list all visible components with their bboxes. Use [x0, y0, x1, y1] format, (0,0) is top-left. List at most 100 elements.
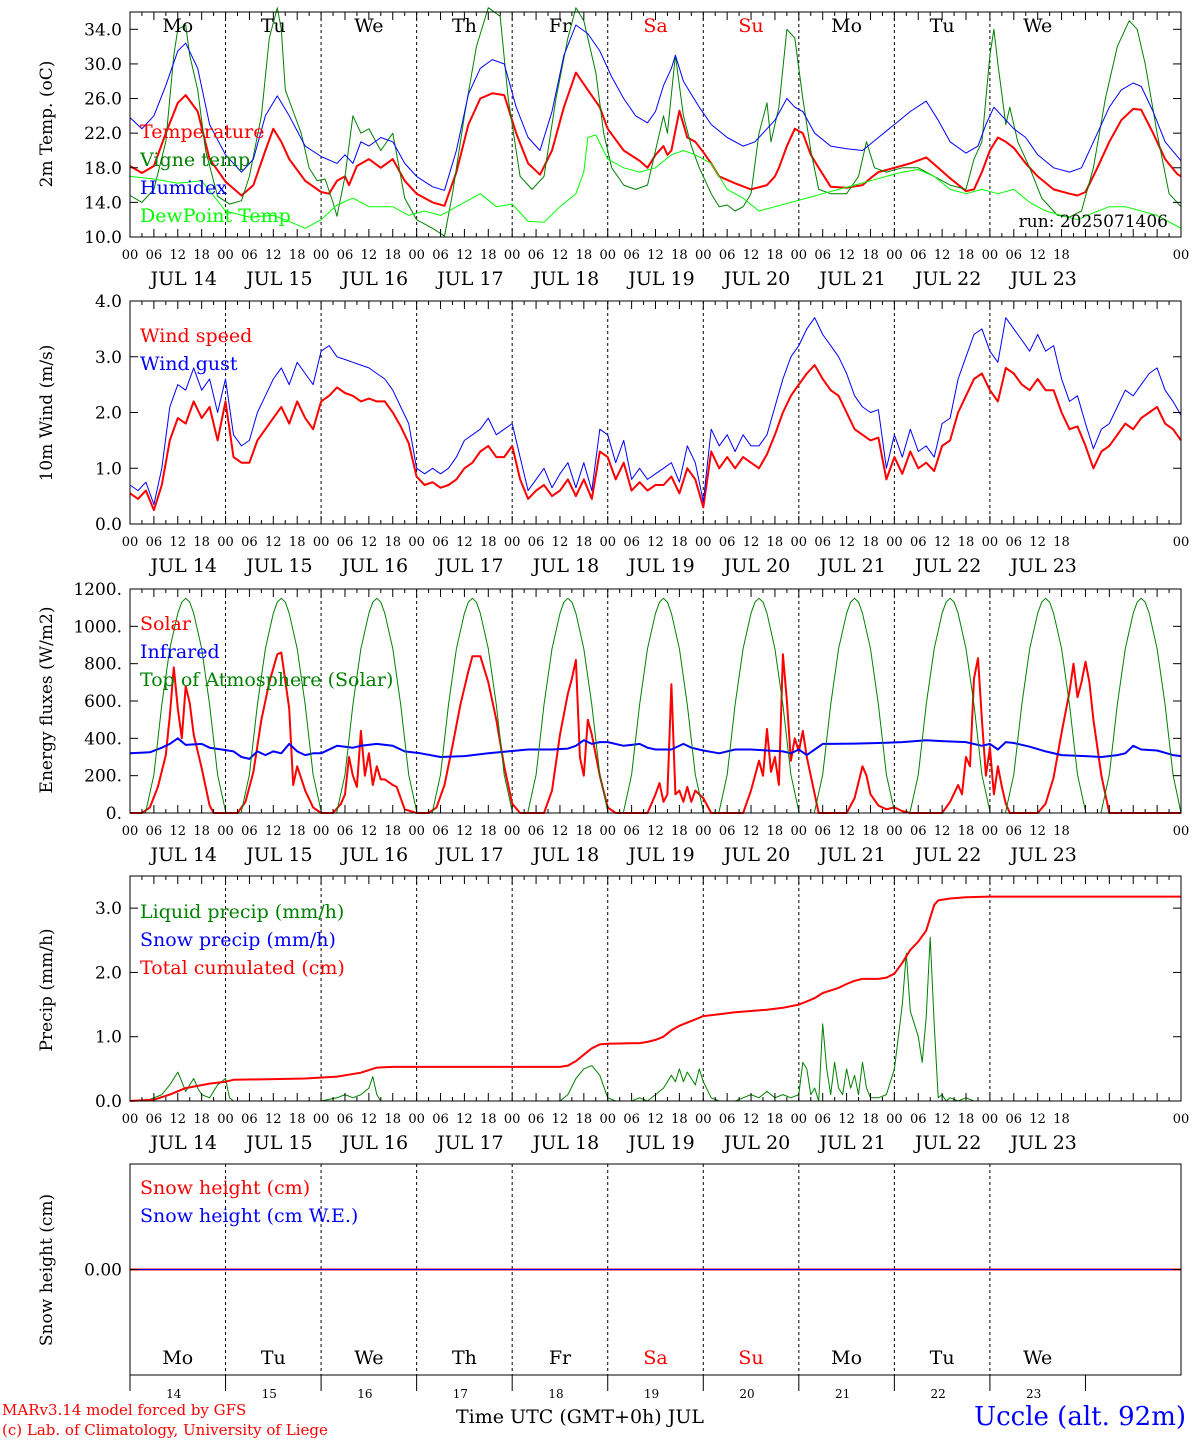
hour-tick-label: 12 [265, 824, 282, 839]
hour-tick-label: 06 [623, 824, 640, 839]
day-number-label: 14 [166, 1387, 182, 1401]
hour-tick-label: 18 [384, 1112, 401, 1127]
hour-tick-label: 06 [146, 248, 163, 263]
hour-tick-label: 06 [432, 248, 449, 263]
date-label: JUL 15 [244, 268, 312, 290]
legend-entry: Snow height (cm W.E.) [140, 1205, 358, 1227]
hour-tick-label: 12 [743, 1112, 760, 1127]
date-label: JUL 15 [244, 1132, 312, 1154]
date-label: JUL 16 [340, 844, 408, 866]
hour-tick-label: 06 [1006, 248, 1023, 263]
y-tick-label: 600. [84, 692, 122, 712]
date-label: JUL 20 [722, 1132, 790, 1154]
date-label: JUL 14 [149, 844, 217, 866]
hour-tick-label: 18 [576, 824, 593, 839]
date-label: JUL 23 [1008, 268, 1076, 290]
hour-tick-label: 06 [719, 535, 736, 550]
legend-entry: Wind gust [140, 353, 238, 375]
weekday-label: Sa [643, 1347, 667, 1369]
hour-tick-label: 18 [767, 248, 784, 263]
date-label: JUL 22 [913, 1132, 981, 1154]
hour-tick-label: 00 [695, 248, 712, 263]
hour-tick-label: 18 [480, 1112, 497, 1127]
hour-tick-label: 00 [982, 535, 999, 550]
date-label: JUL 14 [149, 268, 217, 290]
legend-entry: Infrared [140, 641, 220, 663]
legend-entry: Top of Atmosphere (Solar) [140, 669, 393, 691]
date-label: JUL 21 [817, 844, 885, 866]
weekday-label: Mo [831, 15, 862, 37]
y-tick-label: 1000. [73, 617, 122, 637]
hour-tick-label: 06 [1006, 824, 1023, 839]
hour-tick-label: 12 [838, 248, 855, 263]
hour-tick-label: 00 [791, 248, 808, 263]
weekday-label: We [354, 15, 383, 37]
hour-tick-label: 12 [265, 1112, 282, 1127]
hour-tick-label: 00 [217, 248, 234, 263]
hour-tick-label: 18 [862, 1112, 879, 1127]
legend-entry: Snow height (cm) [140, 1177, 310, 1199]
hour-tick-label: 06 [241, 248, 258, 263]
weekday-label: Tu [930, 1347, 955, 1369]
date-label: JUL 19 [626, 844, 694, 866]
y-tick-label: 0. [106, 804, 122, 824]
date-label: JUL 18 [531, 844, 599, 866]
hour-tick-label: 00 [695, 824, 712, 839]
hour-tick-label: 18 [193, 1112, 210, 1127]
series-temp-0 [129, 71, 1182, 207]
hour-tick-label: 06 [910, 248, 927, 263]
hour-tick-label: 18 [193, 535, 210, 550]
hour-tick-label: 06 [1006, 1112, 1023, 1127]
y-tick-label: 14.0 [84, 193, 122, 213]
legend-entry: Wind speed [140, 325, 252, 347]
hour-tick-label: 12 [552, 248, 569, 263]
hour-tick-label: 18 [958, 1112, 975, 1127]
panel-energy: 00 06 12 18 00 06 12 18 00 06 12 18 00 06 12 18 00 06 12 18… [37, 580, 1189, 866]
date-label: JUL 23 [1008, 555, 1076, 577]
hour-tick-label: 18 [384, 824, 401, 839]
hour-tick-label: 12 [743, 824, 760, 839]
plot-frame [129, 11, 1182, 238]
hour-tick-label: 18 [480, 248, 497, 263]
weekday-label: Sa [643, 15, 667, 37]
panel-wind: 00 06 12 18 00 06 12 18 00 06 12 18 00 06 12 18 00 06 12 18… [37, 292, 1189, 577]
day-number-label: 23 [1026, 1387, 1041, 1401]
y-tick-label: 34.0 [84, 20, 122, 40]
date-label: JUL 22 [913, 268, 981, 290]
weekday-label: We [1023, 15, 1052, 37]
hour-tick-label: 12 [934, 824, 951, 839]
hour-tick-label: 00 [408, 824, 425, 839]
hour-tick-label: 00 [1173, 1112, 1190, 1127]
hour-tick-label: 12 [552, 1112, 569, 1127]
hour-tick-label: 12 [456, 1112, 473, 1127]
day-number-label: 21 [835, 1387, 850, 1401]
hour-tick-label: 00 [1173, 535, 1190, 550]
hour-tick-label: 06 [719, 824, 736, 839]
date-label: JUL 23 [1008, 844, 1076, 866]
hour-tick-label: 00 [504, 535, 521, 550]
hour-tick-label: 06 [241, 824, 258, 839]
day-number-label: 16 [357, 1387, 372, 1401]
hour-tick-label: 00 [982, 824, 999, 839]
hour-tick-label: 06 [432, 1112, 449, 1127]
hour-tick-label: 12 [552, 824, 569, 839]
legend-entry: Liquid precip (mm/h) [140, 901, 344, 923]
hour-tick-label: 00 [791, 824, 808, 839]
hour-tick-label: 00 [791, 535, 808, 550]
date-label: JUL 18 [531, 1132, 599, 1154]
date-label: JUL 22 [913, 555, 981, 577]
hour-tick-label: 00 [122, 535, 139, 550]
hour-tick-label: 00 [408, 248, 425, 263]
day-number-label: 17 [453, 1387, 468, 1401]
weekday-label: Tu [930, 15, 955, 37]
y-tick-label: 30.0 [84, 55, 122, 75]
hour-tick-label: 18 [289, 535, 306, 550]
hour-tick-label: 12 [647, 535, 664, 550]
series-temp-3 [129, 134, 1182, 229]
weekday-label: Fr [549, 1347, 572, 1369]
hour-tick-label: 00 [599, 824, 616, 839]
hour-tick-label: 06 [814, 248, 831, 263]
hour-tick-label: 18 [384, 248, 401, 263]
weekday-label: Th [452, 15, 477, 37]
